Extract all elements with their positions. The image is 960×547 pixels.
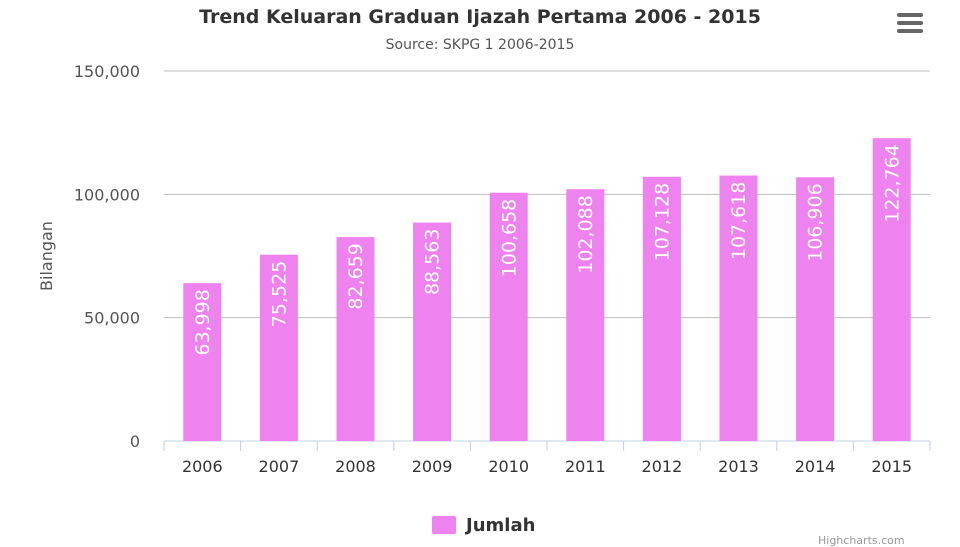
chart-title: Trend Keluaran Graduan Ijazah Pertama 20…: [199, 6, 761, 28]
bar: [642, 176, 681, 442]
data-label: 75,525: [269, 261, 291, 327]
menu-line: [897, 29, 923, 33]
y-tick-label: 150,000: [74, 62, 140, 81]
hamburger-menu-icon[interactable]: [894, 10, 926, 36]
bar: [719, 175, 758, 441]
chart-subtitle: Source: SKPG 1 2006-2015: [385, 37, 575, 53]
bar: [336, 237, 375, 441]
bar: [259, 254, 298, 441]
x-tick-label: 2013: [718, 457, 759, 476]
x-tick-label: 2007: [259, 457, 300, 476]
x-tick-label: 2012: [642, 457, 683, 476]
bar: [413, 222, 452, 441]
y-tick-label: 100,000: [74, 185, 140, 204]
bar: [566, 189, 605, 441]
menu-line: [897, 13, 923, 17]
x-tick-label: 2015: [871, 457, 912, 476]
x-tick-label: 2009: [412, 457, 453, 476]
bar: [183, 283, 222, 441]
legend-label: Jumlah: [466, 514, 536, 536]
data-label: 100,658: [498, 199, 520, 278]
data-label: 107,128: [652, 183, 674, 262]
y-tick-label: 0: [130, 432, 140, 451]
x-tick-label: 2006: [182, 457, 223, 476]
x-tick-label: 2014: [795, 457, 836, 476]
x-tick-label: 2010: [488, 457, 529, 476]
data-label: 122,764: [881, 144, 903, 223]
data-label: 63,998: [192, 289, 214, 355]
data-label: 82,659: [345, 243, 367, 309]
data-label: 107,618: [728, 182, 750, 261]
credits-link[interactable]: Highcharts.com: [818, 534, 905, 547]
y-tick-label: 50,000: [84, 309, 140, 328]
x-tick-label: 2011: [565, 457, 606, 476]
legend-swatch: [432, 516, 456, 534]
bar: [872, 138, 911, 441]
data-label: 88,563: [422, 229, 444, 295]
x-tick-label: 2008: [335, 457, 376, 476]
data-label: 102,088: [575, 195, 597, 274]
bar: [796, 177, 835, 442]
data-label: 106,906: [805, 183, 827, 262]
bar: [489, 192, 528, 441]
legend-item-jumlah[interactable]: Jumlah: [432, 514, 535, 536]
menu-line: [897, 21, 923, 25]
y-axis-title: Bilangan: [37, 221, 56, 291]
